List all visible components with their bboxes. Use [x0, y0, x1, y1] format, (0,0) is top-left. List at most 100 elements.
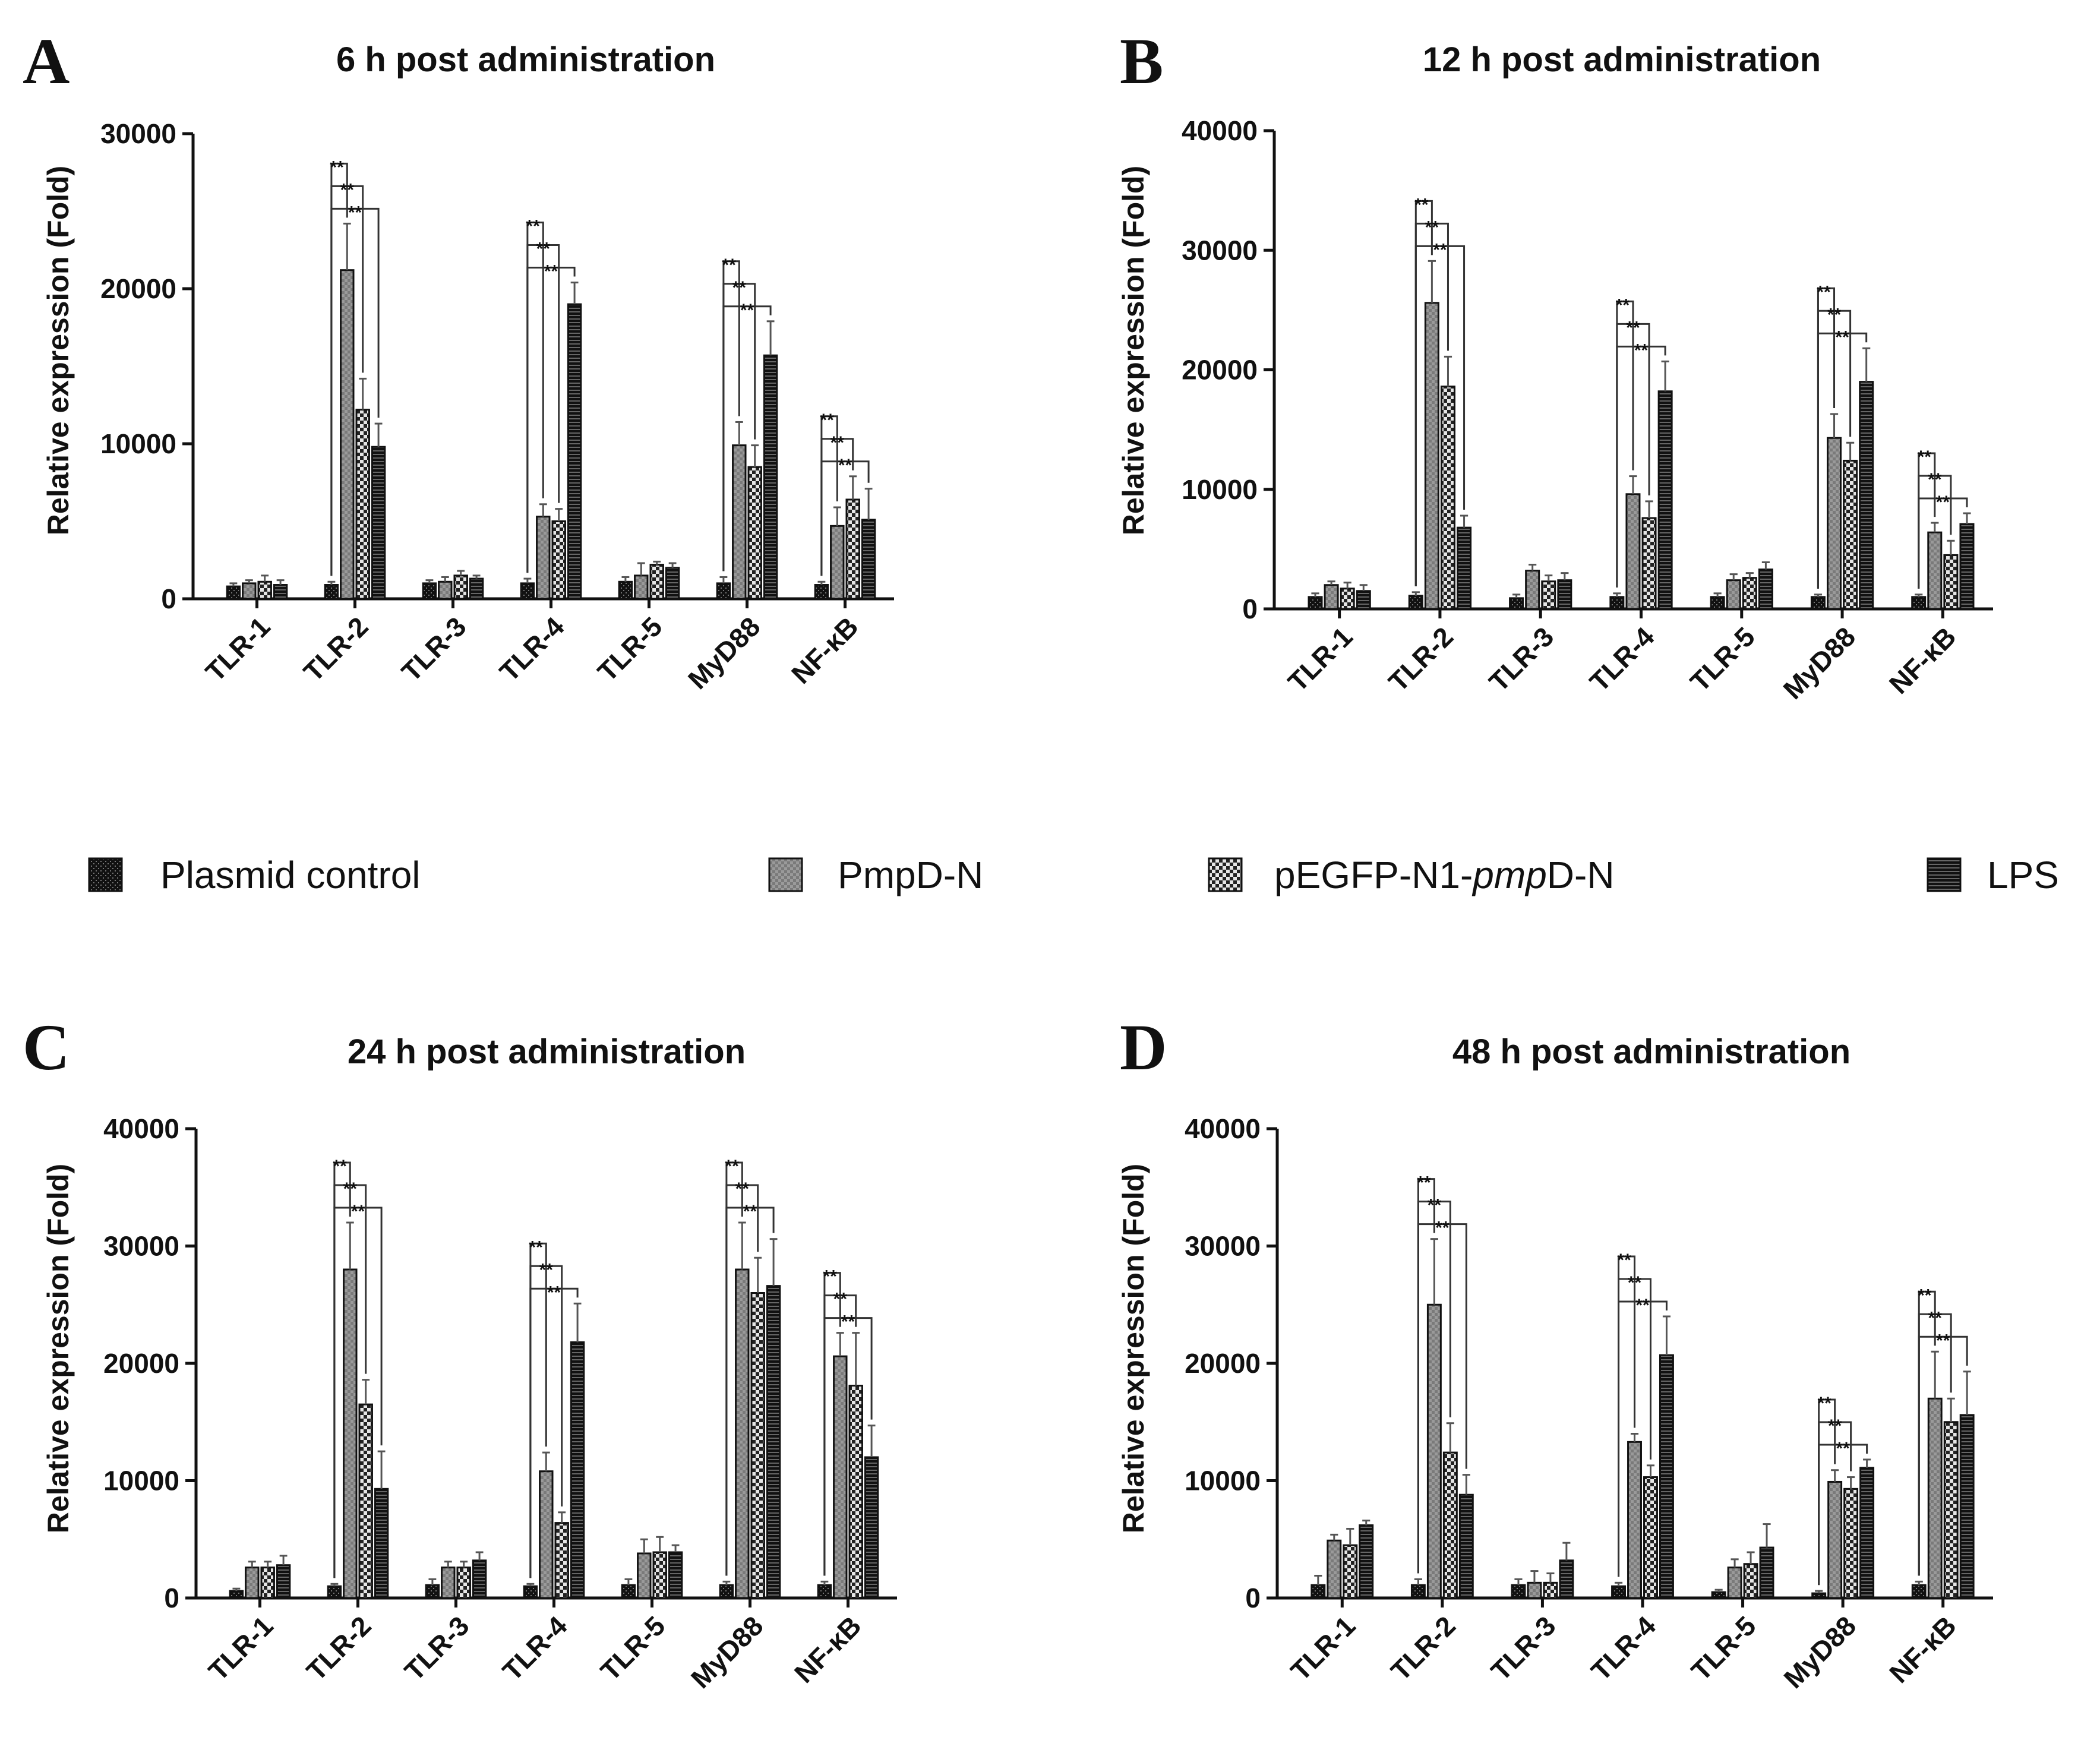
bar: [634, 574, 649, 600]
significance-label: **: [1828, 1416, 1842, 1436]
bar: [750, 1292, 765, 1599]
bar: [763, 354, 778, 600]
bar: [358, 1403, 373, 1599]
significance-label: **: [722, 255, 736, 275]
significance-label: **: [732, 278, 747, 298]
significance-bracket: [526, 267, 576, 573]
y-tick-label: 10000: [103, 1466, 179, 1496]
bar: [1943, 554, 1959, 610]
bar: [324, 584, 339, 600]
bar: [766, 1285, 781, 1599]
bar: [1559, 1559, 1574, 1599]
bar: [1625, 493, 1641, 610]
panel-b: B 12 h post administration Relative expr…: [1117, 25, 1993, 705]
x-tick-label: TLR-5: [592, 611, 668, 687]
bar: [229, 1590, 244, 1599]
significance-label: **: [1435, 1218, 1450, 1238]
bar: [1742, 577, 1757, 610]
bar: [1726, 579, 1741, 610]
x-tick-label: TLR-4: [1584, 621, 1660, 697]
y-tick-label: 20000: [1185, 1348, 1261, 1379]
bar: [536, 516, 551, 600]
significance-bracket: [823, 1317, 873, 1576]
bar: [719, 1584, 734, 1599]
bar: [833, 1355, 848, 1599]
bar: [1859, 1467, 1875, 1599]
bar: [1457, 526, 1472, 610]
significance-bracket: [722, 305, 772, 571]
legend-label: pEGFP-N1-pmpD-N: [1274, 854, 1615, 896]
bar: [1911, 596, 1927, 610]
x-tick-label: MyD88: [685, 1610, 769, 1694]
x-tick-label: TLR-2: [298, 611, 374, 687]
significance-label: **: [1626, 318, 1640, 337]
x-tick-label: TLR-1: [203, 1610, 279, 1687]
bar: [276, 1564, 291, 1599]
bar: [621, 1584, 636, 1599]
bar: [1440, 386, 1455, 610]
bar: [1657, 390, 1673, 610]
panel-d: D 48 h post administration Relative expr…: [1117, 1011, 1993, 1694]
bar: [456, 1567, 471, 1599]
significance-label: **: [1417, 1173, 1431, 1193]
panel-letter: C: [23, 1011, 70, 1084]
bar: [1859, 381, 1874, 610]
x-tick-label: TLR-2: [1385, 1610, 1461, 1687]
legend: Plasmid control PmpD-N pEGFP-N1-pmpD-N L…: [88, 854, 2059, 896]
bar: [438, 580, 453, 600]
significance-label: **: [1827, 305, 1842, 324]
y-tick-label: 20000: [100, 273, 176, 304]
bar: [1356, 590, 1371, 610]
bar: [637, 1552, 652, 1599]
significance-label: **: [1928, 1308, 1943, 1328]
x-tick-label: MyD88: [682, 611, 766, 695]
bar: [716, 582, 731, 600]
bar: [1927, 1397, 1943, 1599]
significance-label: **: [820, 410, 834, 430]
bar: [814, 584, 829, 600]
significance-label: **: [544, 262, 558, 282]
significance-bracket: [820, 460, 870, 576]
significance-label: **: [833, 1290, 848, 1309]
bar: [1509, 597, 1524, 610]
significance-label: **: [1918, 1286, 1932, 1305]
significance-label: **: [1817, 282, 1831, 302]
y-tick-label: 40000: [1182, 115, 1258, 146]
bar: [1659, 1354, 1674, 1599]
significance-bracket: [529, 1287, 579, 1578]
bar: [472, 1559, 487, 1599]
bar: [523, 1585, 538, 1599]
bar: [1943, 1421, 1959, 1599]
x-tick-label: NF-κB: [785, 611, 864, 690]
significance-bracket: [725, 1207, 775, 1576]
bar: [1743, 1563, 1758, 1599]
significance-label: **: [841, 1312, 855, 1332]
y-tick-label: 30000: [1185, 1231, 1261, 1262]
significance-label: **: [547, 1283, 561, 1302]
bar: [1327, 1539, 1342, 1599]
x-tick-label: TLR-2: [1382, 621, 1459, 697]
legend-item-plasmid-control: Plasmid control: [88, 854, 421, 896]
bar: [618, 580, 633, 600]
legend-item-lps: LPS: [1927, 854, 2059, 896]
bar: [1343, 1544, 1358, 1599]
y-tick-label: 0: [1245, 1583, 1261, 1613]
panel-c: C 24 h post administration Relative expr…: [23, 1011, 897, 1694]
legend-label-italic: pmp: [1471, 854, 1547, 896]
significance-label: **: [1936, 1331, 1950, 1350]
significance-label: **: [333, 1157, 347, 1176]
significance-label: **: [539, 1260, 554, 1280]
bar: [1810, 596, 1826, 610]
bar: [1359, 1524, 1374, 1599]
x-tick-label: TLR-4: [497, 1610, 573, 1687]
x-tick-label: TLR-3: [1483, 621, 1559, 697]
bar: [1843, 1487, 1859, 1599]
bar: [830, 525, 845, 600]
x-tick-label: MyD88: [1777, 621, 1862, 705]
bar: [1458, 1493, 1474, 1599]
significance-label: **: [830, 433, 845, 453]
bar: [1525, 570, 1540, 610]
panel-title: 24 h post administration: [348, 1032, 746, 1071]
bar: [371, 446, 386, 600]
